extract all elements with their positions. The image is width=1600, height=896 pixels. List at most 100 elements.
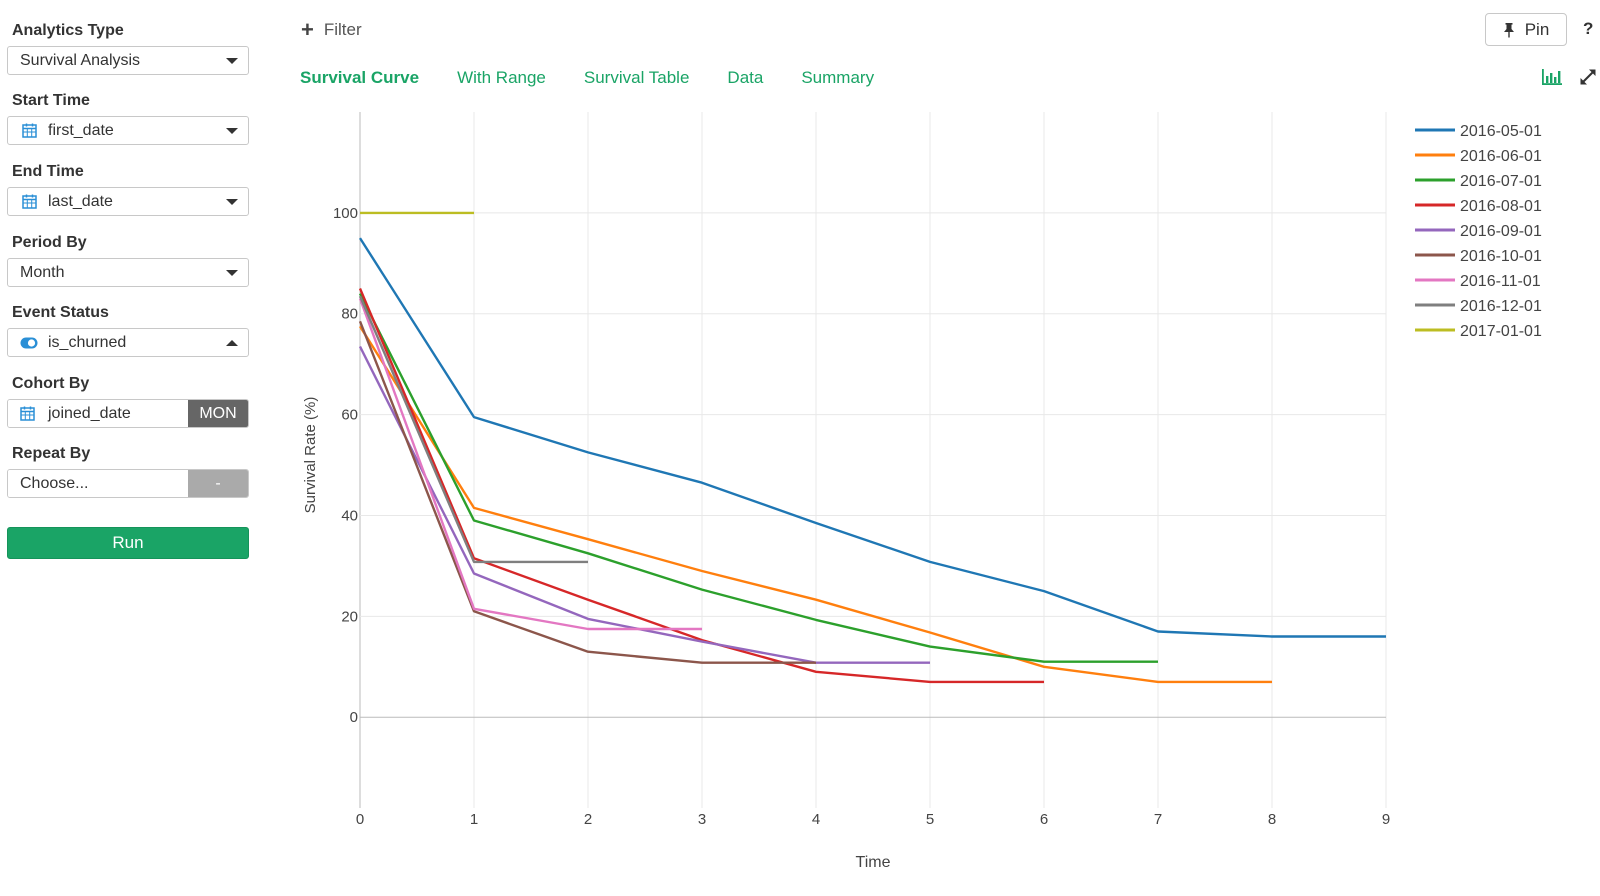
x-tick-label: 2 [584,811,592,828]
grid [359,112,1387,808]
plus-icon: + [301,17,314,42]
chevron-down-icon [226,198,238,205]
x-tick-label: 8 [1268,811,1276,828]
filter-label: Filter [323,20,362,39]
cohort-unit-button[interactable]: MON [188,400,248,427]
legend-label: 2016-06-01 [1460,148,1542,165]
x-tick-label: 4 [812,811,820,828]
sidebar: Analytics Type Survival Analysis Start T… [0,0,260,896]
bar-chart-icon[interactable] [1541,68,1563,91]
start-time-label: Start Time [12,92,90,109]
event-status-value: is_churned [48,333,127,351]
repeat-by-select[interactable]: Choose... [8,470,188,497]
x-tick-label: 7 [1154,811,1162,828]
chevron-down-icon [226,269,238,276]
legend-label: 2016-05-01 [1460,123,1542,140]
legend-item[interactable]: 2016-07-01 [1415,173,1542,190]
series-line-2016-07-01[interactable] [358,293,1158,663]
calendar-icon [20,123,38,139]
legend-label: 2016-10-01 [1460,248,1542,265]
run-button[interactable]: Run [7,527,249,559]
repeat-by-label: Repeat By [12,445,91,462]
x-tick-label: 6 [1040,811,1048,828]
series-line-2016-11-01[interactable] [358,298,702,631]
analytics-type-value: Survival Analysis [20,51,141,69]
legend-item[interactable]: 2016-09-01 [1415,223,1542,240]
cohort-by-label: Cohort By [12,375,90,392]
chevron-up-icon [226,339,238,346]
legend-label: 2016-12-01 [1460,298,1542,315]
legend[interactable]: 2016-05-01 2016-06-01 2016-07-01 2016-08-01… [1415,123,1542,340]
tab-with-range[interactable]: With Range [457,68,546,87]
end-time-label: End Time [12,163,84,180]
x-tick-label: 3 [698,811,706,828]
series-line-2016-12-01[interactable] [358,295,588,564]
end-time-value: last_date [48,192,113,210]
y-tick-label: 60 [341,407,358,424]
event-status-label: Event Status [12,304,109,321]
legend-label: 2017-01-01 [1460,323,1542,340]
repeat-by-value: Choose... [20,474,89,492]
x-tick-label: 0 [356,811,364,828]
x-tick-label: 5 [926,811,934,828]
tab-survival-table[interactable]: Survival Table [583,68,690,87]
legend-label: 2016-08-01 [1460,198,1542,215]
tab-summary[interactable]: Summary [801,68,875,87]
start-time-value: first_date [48,121,114,139]
filter-button[interactable]: + Filter [301,17,362,42]
legend-item[interactable]: 2016-11-01 [1415,273,1541,290]
y-tick-label: 100 [333,205,358,222]
series-line-2016-06-01[interactable] [358,325,1272,684]
legend-item[interactable]: 2016-08-01 [1415,198,1542,215]
pin-label: Pin [1524,19,1550,39]
tick-labels: 0 1 2 3 4 5 6 7 8 9 0 20 40 60 80 100 [333,205,1390,828]
y-tick-label: 80 [341,306,358,323]
legend-item[interactable]: 2016-05-01 [1415,123,1542,140]
x-tick-label: 9 [1382,811,1390,828]
tab-data[interactable]: Data [727,68,764,87]
legend-item[interactable]: 2017-01-01 [1415,323,1542,340]
start-time-select[interactable]: first_date [7,116,249,145]
calendar-icon [20,406,38,422]
pin-icon [1503,22,1515,38]
y-tick-label: 20 [341,608,358,625]
cohort-by-select[interactable]: joined_date [8,400,188,427]
legend-label: 2016-07-01 [1460,173,1542,190]
y-tick-label: 0 [350,709,358,726]
series-line-2016-05-01[interactable] [358,237,1386,638]
y-axis-label: Survival Rate (%) [302,397,319,514]
chevron-down-icon [226,57,238,64]
repeat-unit-button[interactable]: - [188,470,248,497]
series-line-2016-09-01[interactable] [358,345,930,664]
series-lines [358,211,1386,684]
cohort-by-control: joined_date MON [7,399,249,428]
analytics-type-label: Analytics Type [12,22,124,39]
pin-button[interactable]: Pin [1485,13,1567,46]
series-line-2016-08-01[interactable] [358,288,1044,684]
end-time-select[interactable]: last_date [7,187,249,216]
legend-label: 2016-09-01 [1460,223,1542,240]
legend-item[interactable]: 2016-10-01 [1415,248,1542,265]
survival-curve-chart: 0 1 2 3 4 5 6 7 8 9 0 20 40 60 80 100 Time Survival Rat… [302,112,1542,871]
cohort-by-value: joined_date [48,404,131,422]
period-by-select[interactable]: Month [7,258,249,287]
analytics-type-select[interactable]: Survival Analysis [7,46,249,75]
series-line-2016-10-01[interactable] [358,320,816,664]
legend-item[interactable]: 2016-12-01 [1415,298,1542,315]
toggle-icon [20,335,38,351]
period-by-label: Period By [12,234,87,251]
repeat-by-control: Choose... - [7,469,249,498]
help-button[interactable]: ? [1583,19,1594,38]
period-by-value: Month [20,263,65,281]
view-tabs: Survival Curve With Range Survival Table… [300,68,912,88]
expand-icon[interactable] [1579,68,1597,91]
chevron-down-icon [226,127,238,134]
x-axis-label: Time [856,854,891,871]
y-tick-label: 40 [341,507,358,524]
x-tick-label: 1 [470,811,478,828]
event-status-select[interactable]: is_churned [7,328,249,357]
calendar-icon [20,194,38,210]
legend-label: 2016-11-01 [1460,273,1541,290]
legend-item[interactable]: 2016-06-01 [1415,148,1542,165]
tab-survival-curve[interactable]: Survival Curve [300,68,420,87]
